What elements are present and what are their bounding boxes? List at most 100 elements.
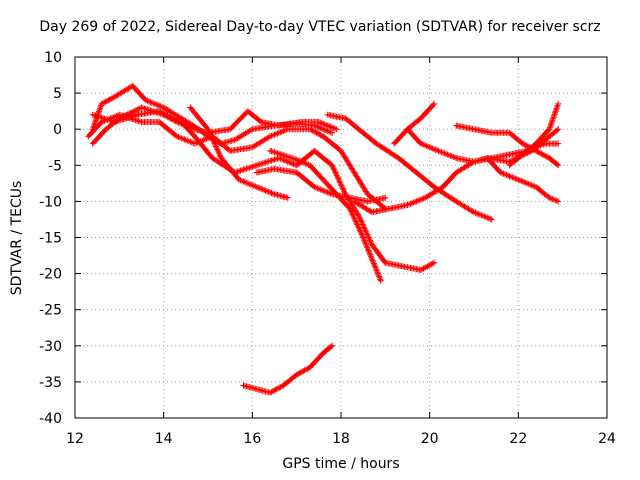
data-point — [513, 155, 520, 162]
data-point — [212, 142, 219, 149]
data-point — [358, 230, 365, 237]
x-tick-label: 24 — [598, 431, 616, 447]
data-point — [359, 221, 366, 228]
series-arc-7 — [324, 111, 495, 223]
data-point — [333, 126, 340, 133]
data-point — [356, 227, 363, 234]
data-point — [320, 126, 327, 133]
data-point — [253, 184, 260, 190]
data-point — [320, 187, 327, 194]
data-point — [304, 365, 311, 372]
data-point — [347, 207, 354, 214]
y-tick-label: -30 — [39, 339, 62, 355]
data-point — [430, 102, 437, 108]
data-point — [284, 194, 291, 201]
data-point — [171, 115, 178, 122]
data-point — [349, 211, 356, 218]
data-point — [364, 246, 371, 253]
data-point — [170, 114, 177, 121]
data-point — [165, 112, 172, 119]
data-point — [106, 96, 113, 103]
data-point — [535, 149, 542, 156]
data-point — [301, 159, 308, 166]
data-point — [541, 152, 547, 159]
y-tick-label: -35 — [39, 375, 62, 391]
data-point — [163, 111, 170, 118]
data-point — [105, 97, 112, 104]
data-point — [327, 129, 334, 136]
y-axis-label: SDTVAR / TECUs — [9, 180, 25, 296]
series-arc-8 — [267, 147, 384, 284]
data-point — [423, 264, 430, 271]
data-point — [103, 98, 110, 104]
data-point — [555, 100, 562, 107]
data-point — [554, 127, 560, 134]
data-point — [207, 132, 214, 138]
data-point — [513, 176, 520, 183]
data-point — [336, 178, 343, 185]
data-point — [516, 154, 523, 160]
data-point — [366, 250, 373, 257]
y-tick-label: 0 — [53, 122, 62, 138]
data-point — [360, 234, 367, 241]
data-point — [365, 247, 372, 254]
data-point — [365, 234, 372, 241]
data-point — [372, 263, 378, 270]
data-point — [426, 144, 433, 151]
data-point — [421, 264, 428, 271]
data-point — [427, 261, 434, 268]
x-tick-labels: 12 14 16 18 20 22 24 — [66, 431, 616, 447]
data-point — [275, 385, 281, 392]
data-point — [159, 109, 165, 116]
data-point — [215, 147, 221, 154]
data-point — [320, 120, 327, 127]
data-point — [339, 184, 346, 190]
data-point — [128, 109, 135, 116]
data-point — [329, 162, 336, 169]
data-point — [200, 137, 207, 143]
data-point — [268, 389, 275, 395]
x-tick-label: 14 — [155, 431, 173, 447]
data-point — [330, 165, 337, 172]
data-point — [99, 100, 106, 107]
data-series — [85, 82, 562, 396]
data-point — [211, 139, 217, 146]
data-point — [247, 181, 254, 188]
data-point — [339, 185, 346, 192]
data-point — [512, 156, 518, 162]
data-point — [359, 220, 366, 227]
data-point — [534, 148, 541, 155]
data-point — [356, 214, 363, 221]
data-point — [280, 128, 287, 134]
data-point — [500, 170, 507, 177]
data-point — [431, 259, 438, 266]
data-point — [376, 273, 383, 280]
data-point — [274, 130, 281, 137]
data-point — [160, 110, 167, 117]
data-point — [205, 126, 211, 133]
data-point — [374, 270, 381, 277]
data-point — [293, 156, 300, 163]
series-arc-11 — [404, 126, 562, 205]
data-point — [420, 265, 427, 272]
data-point — [362, 240, 369, 247]
data-point — [420, 141, 427, 148]
data-point — [311, 128, 317, 135]
data-point — [317, 132, 324, 138]
y-tick-label: 5 — [53, 86, 62, 102]
data-point — [314, 185, 321, 192]
series-arc-5 — [187, 104, 291, 201]
series-arc-6 — [253, 165, 389, 205]
y-tick-label: 10 — [44, 50, 62, 66]
data-point — [329, 129, 336, 136]
data-point — [248, 127, 254, 133]
data-point — [135, 105, 142, 112]
data-point — [509, 157, 516, 164]
data-point — [127, 110, 134, 116]
data-point — [267, 133, 274, 140]
data-point — [213, 145, 220, 151]
data-point — [523, 150, 530, 157]
x-tick-label: 12 — [66, 431, 84, 447]
data-point — [506, 158, 513, 165]
